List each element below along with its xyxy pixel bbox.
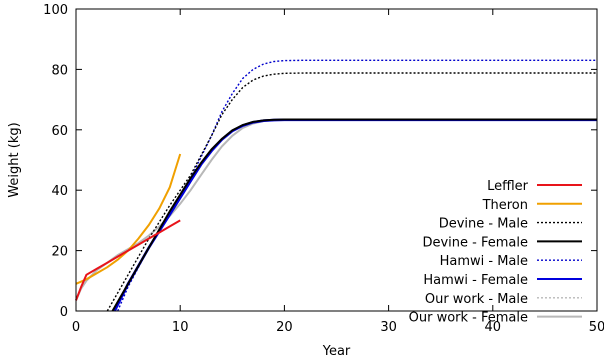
legend: Leffler Theron Devine - Male Devine - Femal…: [409, 179, 582, 326]
x-tick-label: 20: [276, 320, 293, 335]
y-tick-label: 60: [51, 124, 68, 139]
y-tick-label: 0: [60, 305, 68, 320]
y-tick-label: 100: [43, 3, 68, 18]
x-tick-label: 10: [172, 320, 189, 335]
series-line-devine-female: [111, 118, 597, 312]
series-line-devine-male: [106, 72, 597, 312]
legend-label-theron: Theron: [482, 198, 528, 213]
legend-label-devine-male: Devine - Male: [439, 217, 528, 232]
legend-label-our-work-male: Our work - Male: [425, 292, 528, 307]
x-tick-label: 50: [589, 320, 604, 335]
axis-ticks: 0 10 20 30 40 50 0 20 40 60 80 100: [43, 3, 604, 335]
legend-label-hamwi-male: Hamwi - Male: [440, 254, 528, 269]
y-axis-label: Weight (kg): [7, 122, 22, 197]
legend-label-our-work-female: Our work - Female: [409, 311, 528, 326]
plot-lines: [75, 59, 597, 312]
y-tick-label: 20: [51, 245, 68, 260]
series-line-hamwi-male: [117, 59, 597, 312]
plot-frame: [75, 8, 598, 312]
x-tick-label: 0: [72, 320, 80, 335]
legend-label-hamwi-female: Hamwi - Female: [423, 273, 528, 288]
y-tick-label: 80: [51, 63, 68, 78]
x-axis-label: Year: [322, 344, 351, 359]
legend-label-devine-female: Devine - Female: [422, 235, 528, 250]
x-tick-label: 40: [485, 320, 502, 335]
y-tick-label: 40: [51, 184, 68, 199]
series-line-leffler: [75, 219, 181, 301]
legend-label-leffler: Leffler: [487, 179, 529, 194]
x-tick-label: 30: [380, 320, 397, 335]
